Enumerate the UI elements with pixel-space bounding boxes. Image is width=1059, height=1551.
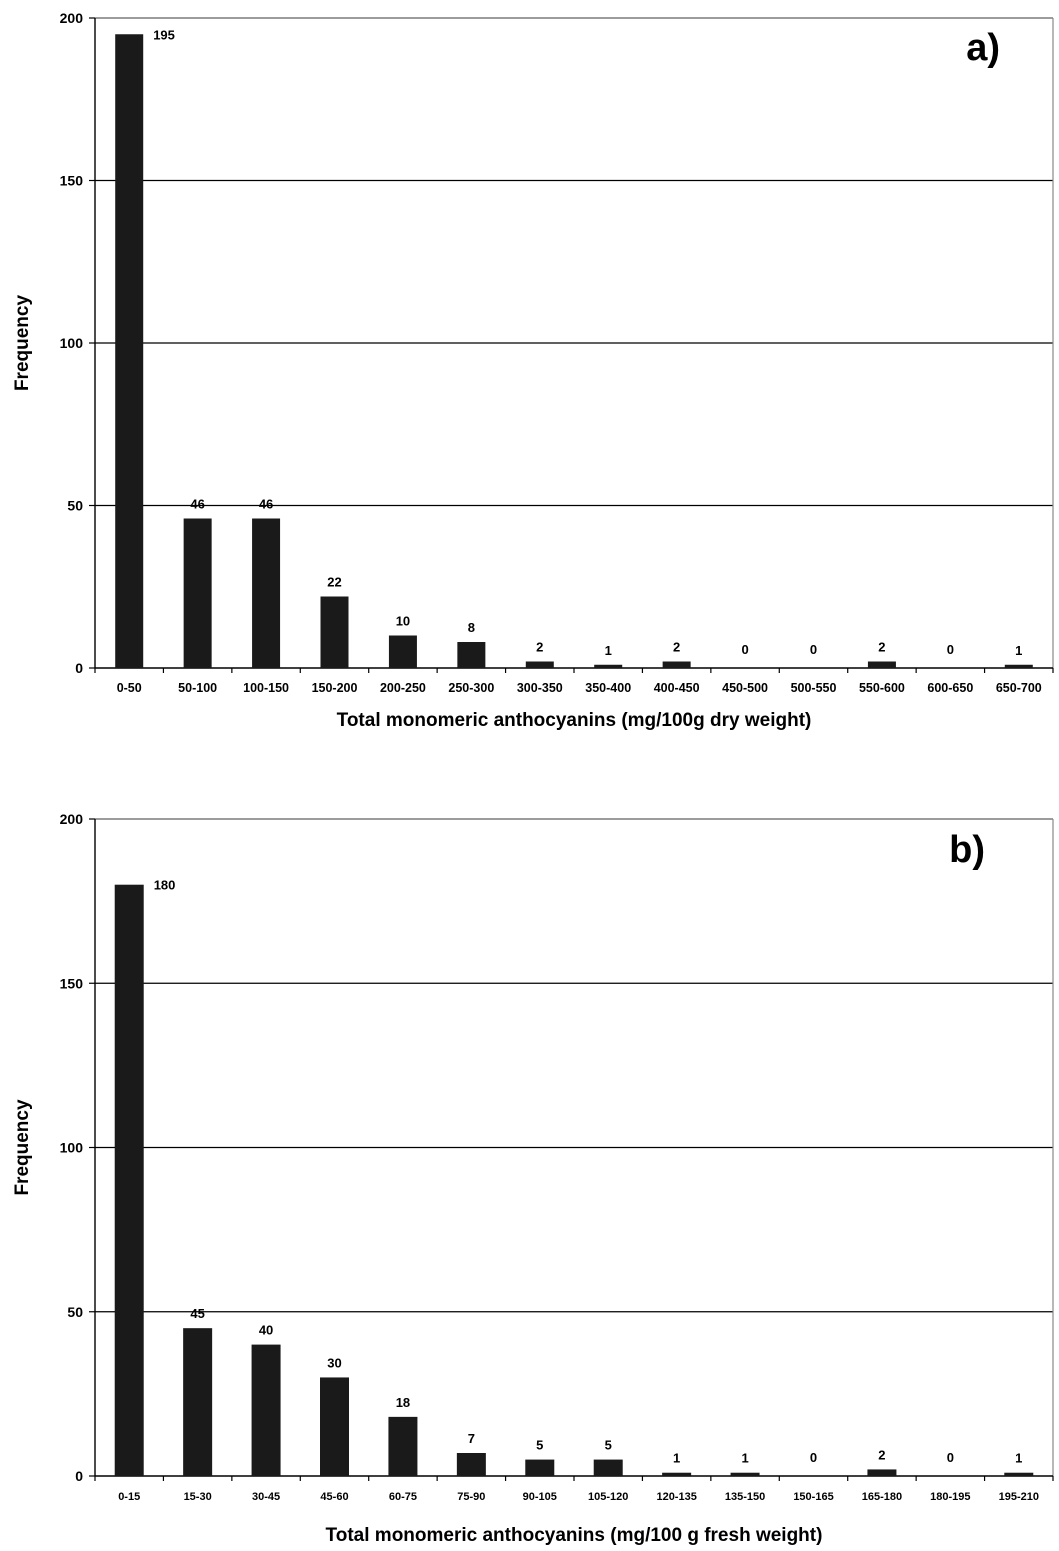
bar (183, 1328, 213, 1476)
bar-value-label: 18 (396, 1395, 410, 1410)
x-tick-label: 200-250 (380, 681, 426, 695)
bar-value-label: 2 (673, 640, 680, 655)
x-tick-label: 650-700 (996, 681, 1042, 695)
x-tick-label: 15-30 (184, 1491, 212, 1503)
bar-value-label: 10 (396, 614, 410, 629)
bar-value-label: 5 (536, 1438, 543, 1453)
x-tick-label: 350-400 (585, 681, 631, 695)
y-tick-label: 100 (60, 1140, 84, 1156)
bar-value-label: 2 (536, 640, 543, 655)
y-axis-title: Frequency (12, 1099, 33, 1196)
bar-value-label: 180 (154, 878, 176, 893)
x-tick-label: 500-550 (791, 681, 837, 695)
x-tick-label: 60-75 (389, 1491, 417, 1503)
bar (1004, 664, 1033, 668)
x-tick-label: 0-50 (117, 681, 142, 695)
x-tick-label: 400-450 (654, 681, 700, 695)
panel-letter: a) (966, 27, 1000, 69)
x-tick-label: 150-200 (312, 681, 358, 695)
bar (593, 1459, 623, 1476)
bar (1004, 1472, 1034, 1476)
bar-value-label: 1 (1015, 643, 1022, 658)
bar-value-label: 0 (810, 642, 817, 657)
bar-value-label: 0 (947, 642, 954, 657)
x-tick-label: 50-100 (178, 681, 217, 695)
bar-value-label: 0 (741, 642, 748, 657)
x-tick-label: 135-150 (725, 1491, 765, 1503)
y-tick-label: 200 (60, 811, 84, 827)
y-tick-label: 150 (60, 975, 84, 991)
bar-value-label: 1 (741, 1451, 748, 1466)
bar-value-label: 8 (468, 620, 475, 635)
y-tick-label: 200 (60, 10, 84, 26)
bar-value-label: 46 (259, 497, 273, 512)
bar-value-label: 30 (327, 1355, 341, 1370)
x-tick-label: 450-500 (722, 681, 768, 695)
y-tick-label: 0 (75, 660, 83, 676)
bar-value-label: 46 (190, 497, 204, 512)
y-tick-label: 50 (67, 498, 83, 514)
bar-value-label: 195 (153, 27, 175, 42)
x-tick-label: 180-195 (930, 1491, 970, 1503)
bar-value-label: 1 (1015, 1451, 1022, 1466)
bar-value-label: 0 (947, 1450, 954, 1465)
x-tick-label: 600-650 (927, 681, 973, 695)
x-tick-label: 550-600 (859, 681, 905, 695)
x-tick-label: 165-180 (862, 1491, 902, 1503)
x-tick-label: 45-60 (320, 1491, 348, 1503)
bar (388, 1416, 418, 1476)
bar-value-label: 1 (673, 1451, 680, 1466)
bar (115, 34, 144, 668)
bar (183, 518, 212, 668)
y-tick-label: 0 (75, 1468, 83, 1484)
bar (662, 661, 691, 668)
bar (114, 884, 144, 1476)
bar (525, 1459, 555, 1476)
bar-value-label: 0 (810, 1450, 817, 1465)
bar-value-label: 7 (468, 1431, 475, 1446)
x-tick-label: 75-90 (457, 1491, 485, 1503)
x-tick-label: 150-165 (793, 1491, 833, 1503)
x-tick-label: 105-120 (588, 1491, 628, 1503)
bar-value-label: 2 (878, 640, 885, 655)
bar (457, 642, 486, 668)
bar-value-label: 2 (878, 1447, 885, 1462)
bar (867, 661, 896, 668)
bar (662, 1472, 692, 1476)
x-tick-label: 0-15 (118, 1491, 140, 1503)
x-axis-title: Total monomeric anthocyanins (mg/100g dr… (337, 710, 812, 731)
chart-panel-a: 0501001502001950-504650-10046100-1502215… (12, 10, 1054, 731)
x-tick-label: 300-350 (517, 681, 563, 695)
bar-value-label: 40 (259, 1323, 273, 1338)
x-tick-label: 120-135 (656, 1491, 696, 1503)
chart-panel-b: 0501001502001800-154515-304030-453045-60… (12, 811, 1054, 1546)
x-tick-label: 195-210 (999, 1491, 1039, 1503)
bar (251, 1344, 281, 1476)
x-tick-label: 30-45 (252, 1491, 280, 1503)
bar-value-label: 45 (190, 1306, 204, 1321)
bar (456, 1453, 486, 1476)
bar-value-label: 5 (605, 1438, 612, 1453)
bar (867, 1469, 897, 1476)
y-axis-title: Frequency (12, 295, 33, 392)
y-tick-label: 50 (67, 1304, 83, 1320)
y-tick-label: 150 (60, 173, 84, 189)
bar (525, 661, 554, 668)
panel-letter: b) (949, 829, 985, 871)
x-tick-label: 100-150 (243, 681, 289, 695)
x-tick-label: 90-105 (523, 1491, 557, 1503)
bar (252, 518, 281, 668)
bar (594, 664, 623, 668)
bar (320, 1377, 349, 1476)
bar (730, 1472, 760, 1476)
bar (388, 635, 417, 668)
y-tick-label: 100 (60, 335, 84, 351)
x-tick-label: 250-300 (448, 681, 494, 695)
bar-value-label: 1 (605, 643, 612, 658)
bar-value-label: 22 (327, 575, 341, 590)
x-axis-title: Total monomeric anthocyanins (mg/100 g f… (326, 1525, 823, 1546)
bar (320, 596, 349, 668)
